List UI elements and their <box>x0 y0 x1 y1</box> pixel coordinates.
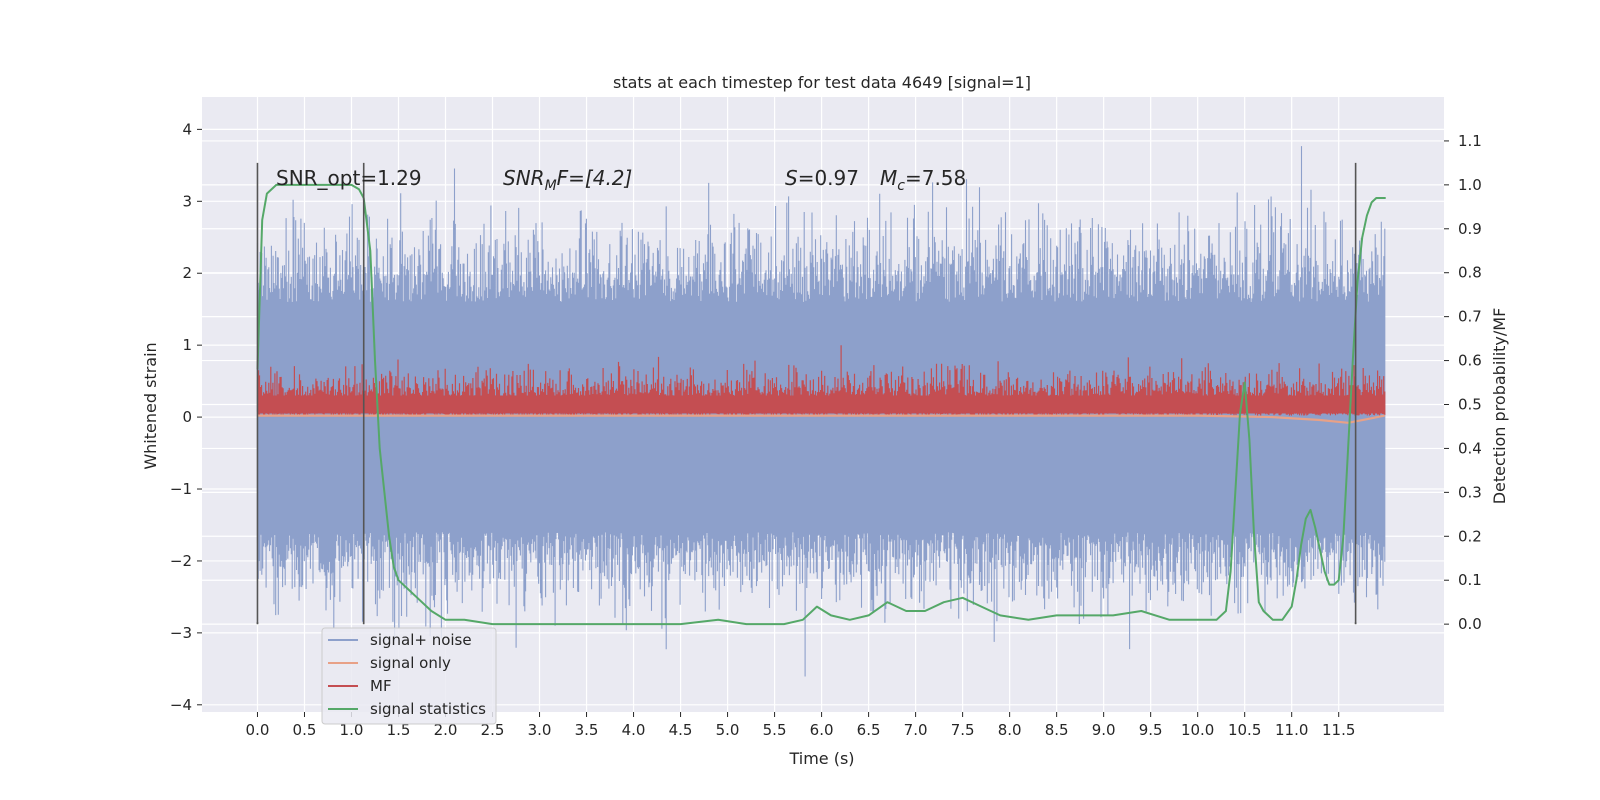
annotation-snr-mf: SNRMF=[4.2] <box>503 166 632 194</box>
right-tick-label: 0.1 <box>1458 571 1482 589</box>
series-layer <box>256 146 1386 677</box>
annotation-s: S=0.97 <box>785 166 859 190</box>
x-tick-label: 8.5 <box>1045 721 1069 739</box>
annotation-mc-subscript: c <box>897 178 905 194</box>
right-tick-label: 0.6 <box>1458 352 1482 370</box>
y-tick-label: −3 <box>170 624 192 642</box>
legend-label-signal-only: signal only <box>370 654 451 672</box>
annotation-snr-opt: SNR_opt=1.29 <box>276 166 422 190</box>
legend-label-mf: MF <box>370 677 392 695</box>
x-tick-label: 8.0 <box>998 721 1022 739</box>
y-tick-label: 0 <box>182 408 192 426</box>
x-tick-label: 1.0 <box>340 721 364 739</box>
right-tick-label: 0.4 <box>1458 439 1482 457</box>
right-axis-ticks: 0.0 0.1 0.2 0.3 0.4 0.5 0.6 0.7 0.8 0.9 1.0 1.1 <box>1444 132 1482 633</box>
annotation-s-value: =0.97 <box>798 166 859 190</box>
chart-title: stats at each timestep for test data 464… <box>613 73 1031 92</box>
y-tick-label: −1 <box>170 480 192 498</box>
x-tick-label: 0.5 <box>293 721 317 739</box>
x-tick-label: 4.0 <box>622 721 646 739</box>
x-tick-label: 4.5 <box>669 721 693 739</box>
legend-label-signal-statistics: signal statistics <box>370 700 486 718</box>
legend: signal+ noise signal only MF signal stat… <box>321 627 497 725</box>
vertical-markers <box>256 162 1357 625</box>
y-tick-label: 1 <box>182 336 192 354</box>
annotation-snr-mf-symbol: SNR <box>503 166 545 190</box>
x-tick-label: 7.0 <box>904 721 928 739</box>
right-tick-label: 0.9 <box>1458 220 1482 238</box>
x-tick-label: 10.5 <box>1228 721 1261 739</box>
x-tick-label: 2.0 <box>434 721 458 739</box>
y-tick-label: 3 <box>182 192 192 210</box>
x-tick-label: 5.5 <box>763 721 787 739</box>
y-tick-label: 4 <box>182 120 192 138</box>
right-tick-label: 0.8 <box>1458 264 1482 282</box>
x-tick-label: 5.0 <box>716 721 740 739</box>
x-tick-label: 0.0 <box>246 721 270 739</box>
y-tick-label: 2 <box>182 264 192 282</box>
x-axis-ticks: 0.0 0.5 1.0 1.5 2.0 2.5 3.0 3.5 4.0 4.5 5.0 5.5 6.0 6… <box>246 712 1355 739</box>
x-tick-label: 11.0 <box>1275 721 1308 739</box>
annotation-snr-mf-subscript: M <box>545 178 557 194</box>
right-tick-label: 0.2 <box>1458 527 1482 545</box>
right-tick-label: 0.0 <box>1458 615 1482 633</box>
x-tick-label: 9.0 <box>1092 721 1116 739</box>
right-tick-label: 0.3 <box>1458 483 1482 501</box>
x-tick-label: 7.5 <box>951 721 975 739</box>
x-tick-label: 10.0 <box>1181 721 1214 739</box>
x-tick-label: 2.5 <box>481 721 505 739</box>
y-tick-label: −4 <box>170 696 192 714</box>
right-tick-label: 0.7 <box>1458 308 1482 326</box>
right-tick-label: 1.1 <box>1458 132 1482 150</box>
x-tick-label: 9.5 <box>1139 721 1163 739</box>
annotation-snr-mf-value: F=[4.2] <box>557 166 633 190</box>
right-axis-label: Detection probability/MF <box>1490 308 1509 505</box>
right-tick-label: 1.0 <box>1458 176 1482 194</box>
annotation-s-symbol: S <box>785 166 798 190</box>
right-tick-label: 0.5 <box>1458 396 1482 414</box>
x-tick-label: 6.5 <box>857 721 881 739</box>
x-tick-label: 3.0 <box>528 721 552 739</box>
x-tick-label: 11.5 <box>1322 721 1355 739</box>
y-axis-label: Whitened strain <box>141 342 160 469</box>
annotation-mc-symbol: M <box>880 166 897 190</box>
x-tick-label: 6.0 <box>810 721 834 739</box>
signal-only-series <box>257 414 1386 424</box>
legend-box <box>321 627 497 725</box>
x-tick-label: 3.5 <box>575 721 599 739</box>
y-tick-label: −2 <box>170 552 192 570</box>
x-axis-label: Time (s) <box>788 749 854 768</box>
signal-statistics-series <box>256 183 1386 626</box>
annotation-mc-value: =7.58 <box>905 166 966 190</box>
annotation-mc: Mc=7.58 <box>880 166 966 194</box>
x-tick-label: 1.5 <box>387 721 411 739</box>
legend-label-signal-noise: signal+ noise <box>370 631 472 649</box>
y-axis-ticks: −4 −3 −2 −1 0 1 2 3 4 <box>170 120 202 714</box>
